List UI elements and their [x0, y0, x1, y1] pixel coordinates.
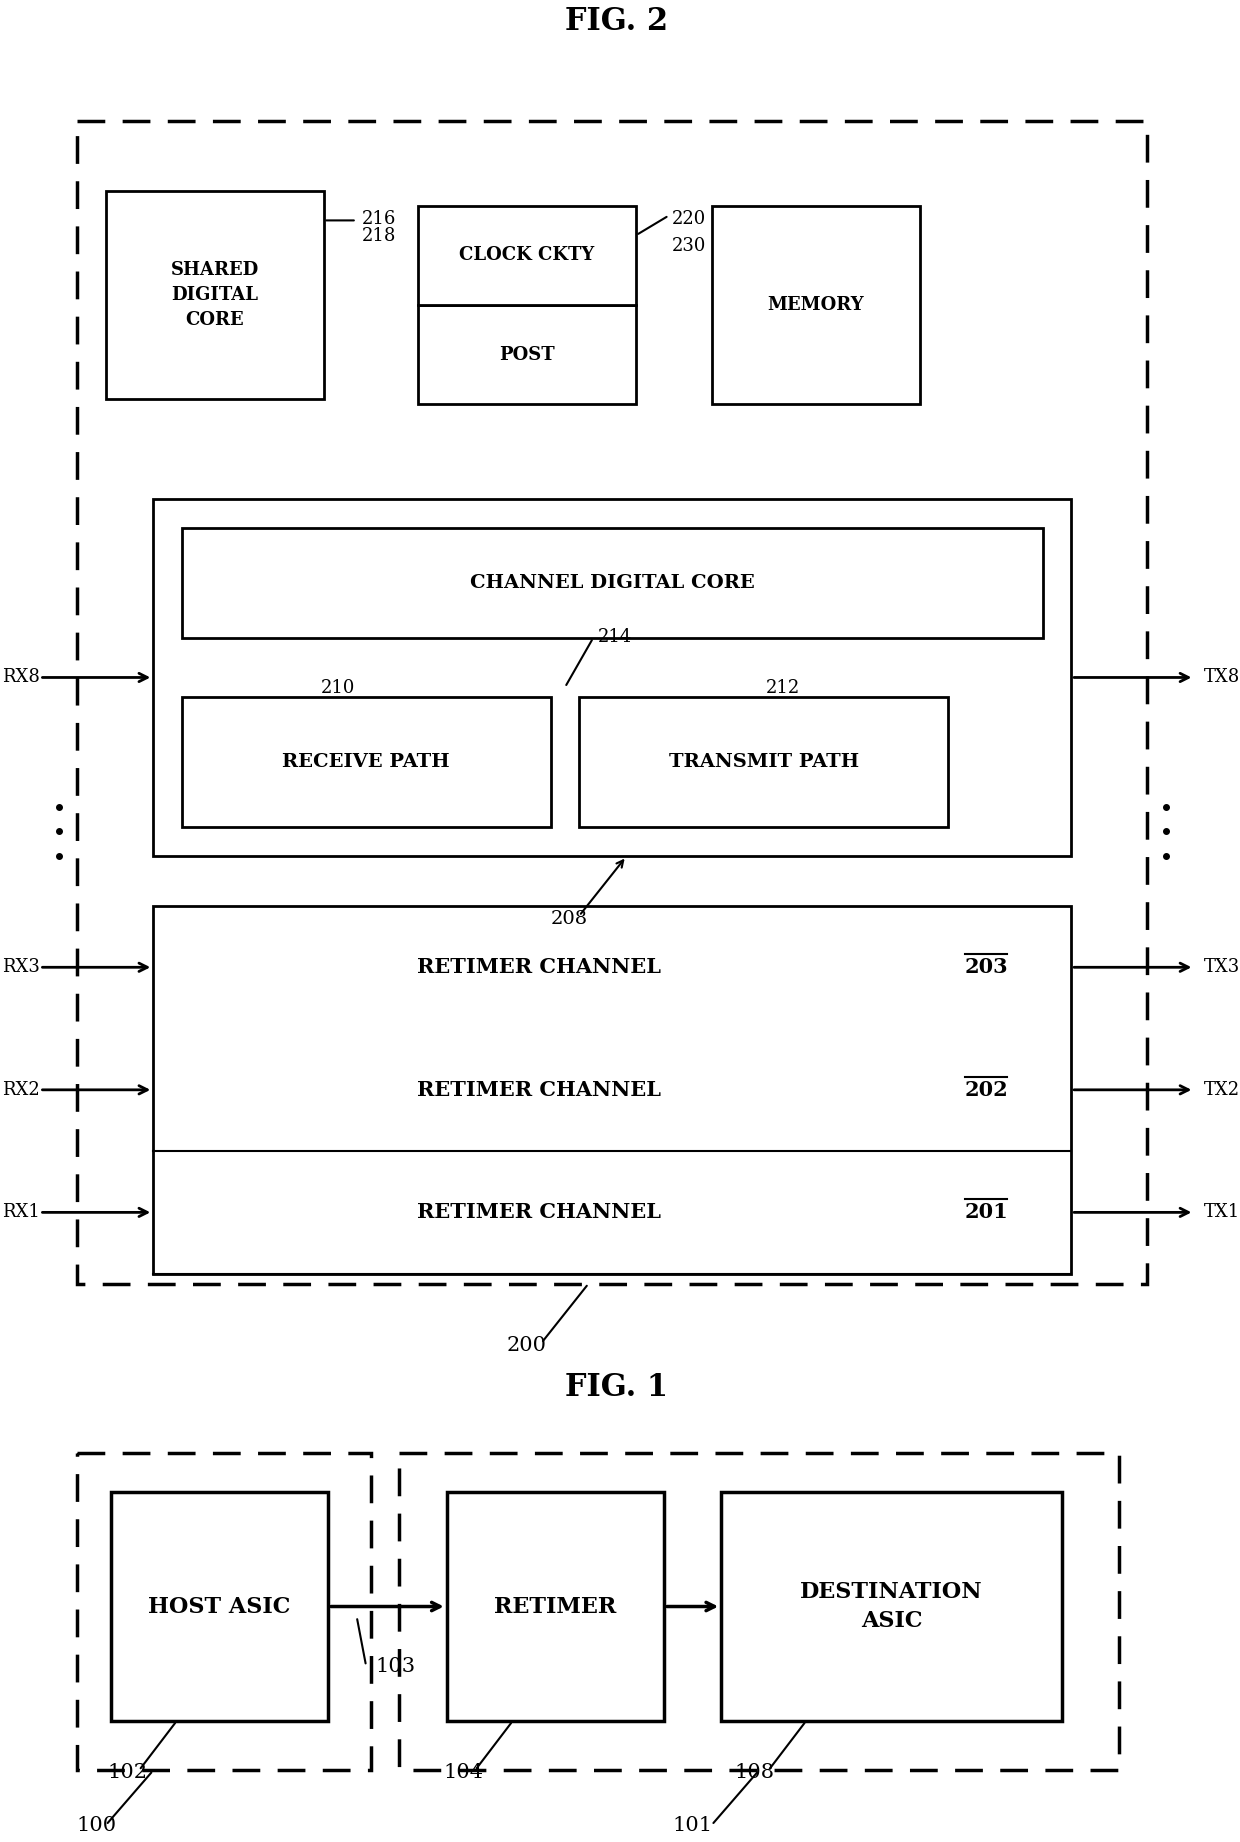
FancyBboxPatch shape — [181, 529, 1043, 637]
Text: 218: 218 — [361, 227, 396, 245]
FancyBboxPatch shape — [399, 1453, 1118, 1770]
FancyBboxPatch shape — [418, 306, 636, 403]
FancyBboxPatch shape — [110, 1492, 329, 1720]
FancyBboxPatch shape — [720, 1492, 1061, 1720]
Text: TX1: TX1 — [1204, 1203, 1240, 1221]
Text: RX1: RX1 — [1, 1203, 40, 1221]
Text: RETIMER: RETIMER — [495, 1595, 616, 1617]
Text: FIG. 1: FIG. 1 — [565, 1372, 668, 1404]
Text: SHARED
DIGITAL
CORE: SHARED DIGITAL CORE — [171, 262, 259, 330]
Text: 104: 104 — [444, 1763, 484, 1783]
Text: RETIMER CHANNEL: RETIMER CHANNEL — [417, 1079, 661, 1100]
Text: 100: 100 — [77, 1816, 117, 1835]
Text: 230: 230 — [672, 238, 707, 256]
Text: 202: 202 — [965, 1079, 1008, 1100]
FancyBboxPatch shape — [105, 190, 324, 400]
Text: 216: 216 — [361, 210, 396, 228]
Text: 101: 101 — [672, 1816, 713, 1835]
Text: TX2: TX2 — [1204, 1081, 1240, 1100]
Text: RECEIVE PATH: RECEIVE PATH — [283, 753, 450, 772]
Text: RX3: RX3 — [1, 958, 40, 976]
Text: 214: 214 — [598, 628, 632, 647]
FancyBboxPatch shape — [154, 499, 1071, 857]
Text: 220: 220 — [672, 210, 706, 228]
Text: CHANNEL DIGITAL CORE: CHANNEL DIGITAL CORE — [470, 575, 755, 591]
FancyBboxPatch shape — [418, 206, 636, 306]
Text: DESTINATION
ASIC: DESTINATION ASIC — [800, 1580, 983, 1632]
FancyBboxPatch shape — [154, 906, 1071, 1273]
FancyBboxPatch shape — [712, 206, 920, 403]
Text: FIG. 2: FIG. 2 — [565, 6, 668, 37]
FancyBboxPatch shape — [77, 122, 1147, 1284]
Text: 102: 102 — [108, 1763, 148, 1783]
Text: RETIMER CHANNEL: RETIMER CHANNEL — [417, 958, 661, 978]
Text: 212: 212 — [765, 680, 800, 698]
Text: 201: 201 — [965, 1203, 1008, 1223]
Text: 203: 203 — [965, 958, 1008, 978]
Text: 103: 103 — [376, 1658, 415, 1676]
Text: 208: 208 — [551, 910, 588, 928]
Text: RETIMER CHANNEL: RETIMER CHANNEL — [417, 1203, 661, 1223]
Text: 108: 108 — [734, 1763, 774, 1783]
Text: HOST ASIC: HOST ASIC — [149, 1595, 290, 1617]
Text: TX3: TX3 — [1204, 958, 1240, 976]
Text: TRANSMIT PATH: TRANSMIT PATH — [668, 753, 859, 772]
Text: 200: 200 — [507, 1335, 547, 1356]
Text: TX8: TX8 — [1204, 669, 1240, 687]
FancyBboxPatch shape — [579, 698, 949, 827]
Text: RX8: RX8 — [1, 669, 40, 687]
Text: MEMORY: MEMORY — [768, 297, 864, 313]
Text: 210: 210 — [321, 680, 355, 698]
Text: RX2: RX2 — [1, 1081, 40, 1100]
FancyBboxPatch shape — [77, 1453, 371, 1770]
Text: CLOCK CKTY: CLOCK CKTY — [459, 247, 595, 263]
FancyBboxPatch shape — [181, 698, 551, 827]
FancyBboxPatch shape — [446, 1492, 665, 1720]
Text: POST: POST — [500, 346, 554, 363]
